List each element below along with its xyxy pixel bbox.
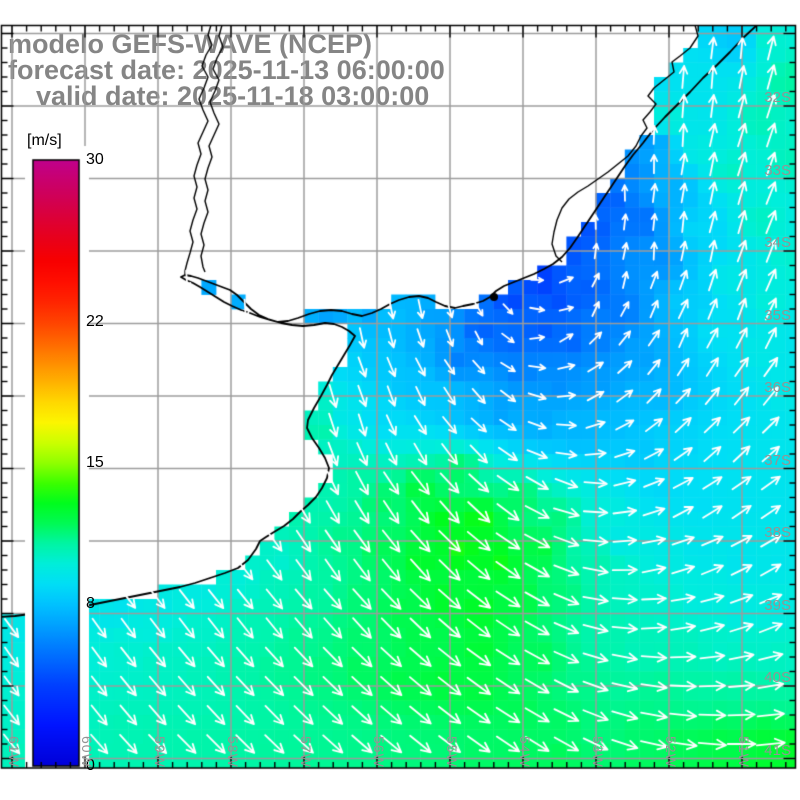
lat-label: 38S — [764, 524, 791, 541]
lon-label: 60W — [79, 736, 95, 768]
lat-label: 40S — [764, 669, 791, 686]
lat-label: 33S — [764, 161, 791, 179]
lat-label: 32S — [764, 89, 791, 106]
colorbar-unit-label: [m/s] — [27, 132, 62, 149]
colorbar-tick-22: 22 — [86, 312, 104, 330]
lon-label: 55W — [444, 736, 460, 768]
lat-label: 39S — [764, 596, 791, 614]
lon-label: 54W — [517, 736, 533, 768]
colorbar-tick-15: 15 — [86, 454, 104, 471]
lat-label: 35S — [764, 306, 791, 324]
colorbar-tick-30: 30 — [86, 151, 104, 168]
lat-label: 41S — [764, 741, 791, 759]
lon-label: 61W — [6, 736, 22, 768]
lon-label: 57W — [298, 736, 314, 768]
lon-label: 52W — [663, 736, 679, 768]
colorbar-tick-0: 0 — [86, 757, 95, 774]
lat-label: 34S — [764, 234, 791, 251]
lon-label: 58W — [225, 736, 241, 768]
lon-label: 56W — [371, 736, 387, 768]
colorbar-tick-8: 8 — [86, 595, 95, 613]
lat-label: 36S — [764, 379, 791, 396]
lon-label: 51W — [736, 736, 752, 768]
lon-label: 53W — [590, 736, 606, 768]
lon-label: 59W — [152, 736, 168, 768]
lat-label: 37S — [764, 451, 791, 469]
